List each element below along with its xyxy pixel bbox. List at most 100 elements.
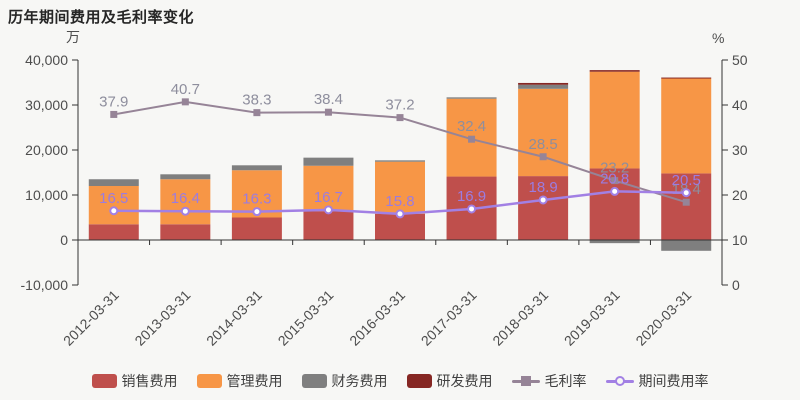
right-axis-tick-label: 20 [732, 187, 748, 203]
legend-item-管理费用[interactable]: 管理费用 [196, 371, 283, 391]
right-axis-tick-label: 0 [732, 277, 740, 293]
data-label-期间费用率: 16.5 [99, 190, 128, 207]
data-label-毛利率: 37.9 [99, 93, 128, 110]
legend-label: 期间费用率 [638, 373, 709, 389]
data-label-毛利率: 37.2 [385, 97, 414, 114]
bar-segment-财务费用[interactable] [303, 157, 354, 166]
x-axis-category-label: 2019-03-31 [561, 287, 623, 349]
data-label-毛利率: 40.7 [171, 81, 200, 98]
x-axis-category-label: 2013-03-31 [131, 287, 193, 349]
marker-期间费用率[interactable] [180, 206, 190, 216]
marker-毛利率[interactable] [611, 177, 619, 185]
legend-swatch-icon [196, 374, 222, 388]
legend-label: 研发费用 [436, 373, 493, 389]
marker-期间费用率[interactable] [467, 204, 477, 214]
bar-segment-销售费用[interactable] [518, 176, 569, 240]
bar-segment-管理费用[interactable] [589, 71, 640, 169]
data-label-期间费用率: 15.8 [385, 193, 414, 210]
data-label-期间费用率: 20.5 [672, 172, 701, 189]
bar-segment-财务费用[interactable] [661, 240, 712, 251]
data-label-期间费用率: 16.7 [314, 189, 343, 206]
legend-item-销售费用[interactable]: 销售费用 [91, 371, 178, 391]
marker-毛利率[interactable] [110, 110, 118, 118]
marker-期间费用率[interactable] [252, 207, 262, 217]
right-axis-tick-label: 40 [732, 97, 748, 113]
marker-毛利率[interactable] [253, 109, 261, 117]
marker-期间费用率[interactable] [610, 186, 620, 196]
bar-segment-销售费用[interactable] [231, 217, 282, 241]
data-label-期间费用率: 20.8 [600, 170, 629, 187]
data-label-期间费用率: 18.9 [529, 179, 558, 196]
legend-swatch-icon [406, 374, 432, 388]
data-label-毛利率: 23.2 [600, 160, 629, 177]
legend-swatch-icon [91, 374, 117, 388]
legend-label: 销售费用 [121, 373, 178, 389]
x-axis-category-label: 2016-03-31 [346, 287, 408, 349]
marker-毛利率[interactable] [324, 108, 332, 116]
bar-segment-财务费用[interactable] [231, 165, 282, 171]
bar-segment-销售费用[interactable] [661, 173, 712, 240]
left-axis-tick-label: -10,000 [21, 277, 69, 293]
legend-item-期间费用率[interactable]: 期间费用率 [605, 371, 709, 391]
x-axis-category-label: 2017-03-31 [418, 287, 480, 349]
marker-毛利率[interactable] [682, 198, 690, 206]
left-axis-tick-label: 30,000 [25, 97, 68, 113]
data-label-期间费用率: 16.4 [171, 190, 200, 207]
bar-segment-财务费用[interactable] [518, 84, 569, 89]
right-axis-tick-label: 30 [732, 142, 748, 158]
data-label-毛利率: 28.5 [529, 136, 558, 153]
data-label-期间费用率: 16.3 [242, 191, 271, 208]
legend-label: 财务费用 [331, 373, 388, 389]
plot-area[interactable]: -10,000 0 10,000 20,000 30,000 40,000 0 10 20 30 4… [0, 0, 800, 362]
bar-segment-财务费用[interactable] [160, 174, 211, 180]
left-axis-tick-label: 0 [60, 232, 68, 248]
chart-title: 历年期间费用及毛利率变化 [8, 9, 195, 26]
data-label-毛利率: 32.4 [457, 118, 486, 135]
left-axis-tick-label: 20,000 [25, 142, 68, 158]
legend-swatch-icon [301, 374, 327, 388]
x-axis-category-label: 2018-03-31 [489, 287, 551, 349]
bar-segment-管理费用[interactable] [303, 165, 354, 212]
legend-label: 管理费用 [226, 373, 283, 389]
marker-期间费用率[interactable] [681, 188, 691, 198]
bar-segment-管理费用[interactable] [661, 78, 712, 174]
bar-segment-管理费用[interactable] [88, 186, 139, 225]
marker-毛利率[interactable] [468, 135, 476, 143]
bar-segment-财务费用[interactable] [375, 160, 425, 162]
marker-期间费用率[interactable] [109, 206, 119, 216]
bar-segment-研发费用[interactable] [589, 70, 640, 72]
x-axis-category-label: 2012-03-31 [60, 287, 122, 349]
legend-line-marker-icon [511, 374, 540, 388]
marker-毛利率[interactable] [396, 114, 404, 122]
bar-segment-管理费用[interactable] [160, 179, 211, 225]
bar-segment-销售费用[interactable] [160, 224, 211, 240]
left-axis-unit: 万 [66, 29, 80, 45]
bar-segment-研发费用[interactable] [661, 77, 712, 79]
x-axis-category-label: 2014-03-31 [203, 287, 265, 349]
marker-毛利率[interactable] [181, 98, 189, 106]
x-axis-category-label: 2020-03-31 [632, 287, 694, 349]
marker-期间费用率[interactable] [538, 195, 548, 205]
bar-segment-销售费用[interactable] [303, 211, 354, 240]
bar-segment-财务费用[interactable] [589, 240, 640, 244]
data-label-毛利率: 38.4 [314, 91, 343, 108]
bar-segment-销售费用[interactable] [88, 224, 139, 240]
left-axis-tick-label: 10,000 [25, 187, 68, 203]
data-label-毛利率: 38.3 [242, 92, 271, 109]
legend-item-毛利率[interactable]: 毛利率 [511, 371, 587, 391]
legend-item-研发费用[interactable]: 研发费用 [406, 371, 493, 391]
right-axis-unit: % [712, 30, 724, 46]
marker-期间费用率[interactable] [395, 209, 405, 219]
bar-segment-财务费用[interactable] [88, 179, 139, 186]
data-label-期间费用率: 16.9 [457, 188, 486, 205]
right-axis-tick-label: 10 [732, 232, 748, 248]
legend-item-财务费用[interactable]: 财务费用 [301, 371, 388, 391]
bar-segment-研发费用[interactable] [518, 82, 569, 85]
marker-期间费用率[interactable] [323, 205, 333, 215]
bar-segment-管理费用[interactable] [375, 161, 425, 214]
x-axis-category-label: 2015-03-31 [275, 287, 337, 349]
bar-segment-财务费用[interactable] [446, 97, 497, 99]
right-axis-tick-label: 50 [732, 52, 748, 68]
marker-毛利率[interactable] [539, 153, 547, 161]
